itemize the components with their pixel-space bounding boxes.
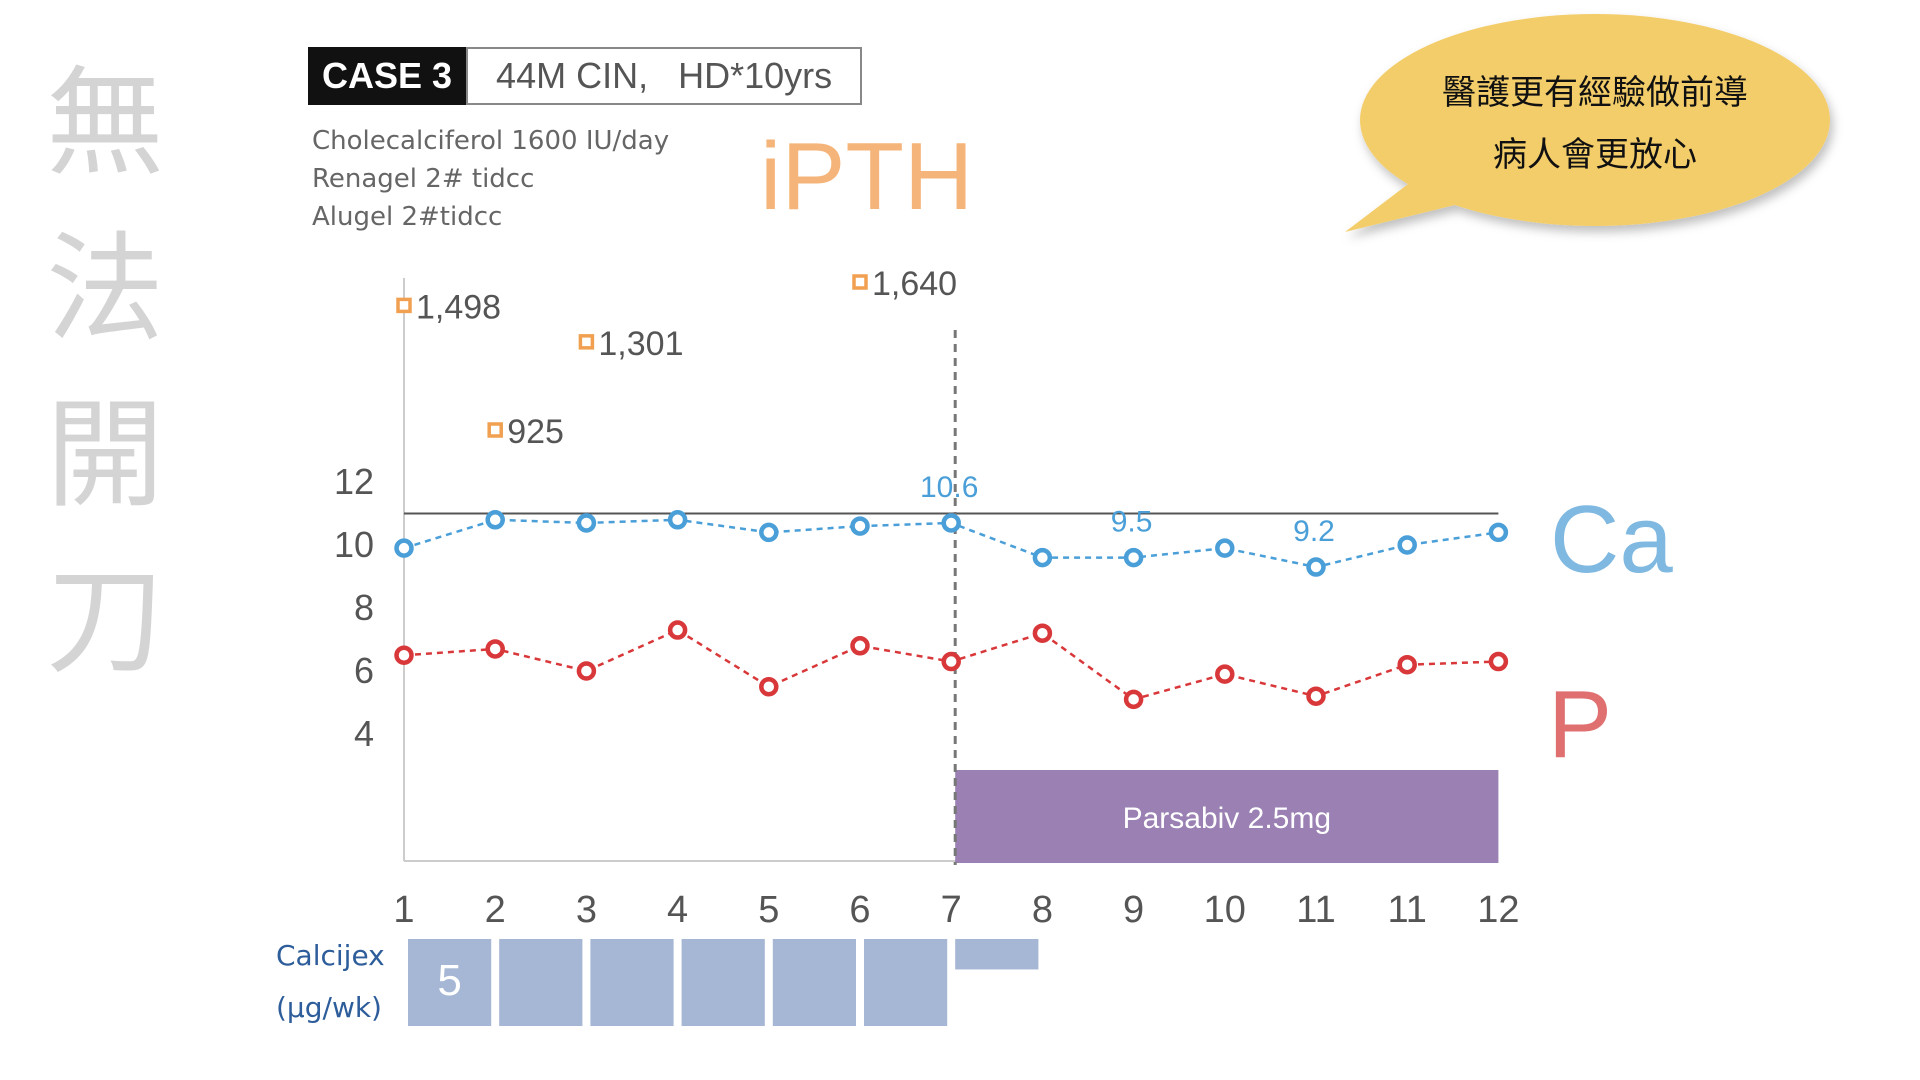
p-data-point [667, 620, 688, 640]
p-data-point [1488, 651, 1509, 672]
p-series-label: P [1548, 671, 1613, 778]
x-tick-label: 4 [667, 889, 688, 931]
y-tick-label: 12 [334, 461, 374, 502]
speech-bubble-line: 病人會更放心 [1493, 135, 1697, 175]
side-title-char: 法 [45, 220, 164, 358]
calcijex-bar [590, 939, 674, 1026]
ca-data-point [394, 538, 414, 558]
p-data-point [1215, 664, 1235, 684]
ca-data-point [941, 513, 961, 533]
calcijex-bar [772, 939, 856, 1026]
ca-data-point [667, 510, 688, 530]
calcijex-bar-label: 5 [437, 956, 461, 1005]
ipth-value-label: 1,301 [598, 325, 683, 363]
ca-data-point [1306, 557, 1326, 577]
y-tick-label: 10 [334, 524, 374, 565]
ipth-value-label: 925 [507, 413, 564, 451]
case-tag: CASE 3 44M CIN, HD*10yrs [308, 47, 863, 105]
x-tick-label: 8 [1032, 889, 1053, 931]
p-data-point [850, 636, 870, 656]
medication-item: Renagel 2# tidcc [312, 164, 535, 194]
x-tick-label: 3 [576, 889, 597, 931]
x-tick-label: 12 [1477, 889, 1519, 931]
y-tick-label: 6 [354, 650, 374, 691]
calcijex-bar [499, 939, 583, 1026]
case-label: CASE 3 [308, 47, 467, 105]
speech-bubble-text: 醫護更有經驗做前導 病人會更放心 [1385, 62, 1805, 186]
calcijex-bar [864, 939, 948, 1026]
y-tick-label: 8 [354, 587, 374, 628]
medication-item: Alugel 2#tidcc [312, 202, 503, 232]
medication-item: Cholecalciferol 1600 IU/day [312, 126, 670, 156]
ipth-marker [578, 334, 595, 350]
calcijex-bar [681, 939, 765, 1026]
p-data-point [1123, 689, 1144, 710]
ipth-title: iPTH [760, 123, 974, 230]
p-data-point [1032, 623, 1053, 643]
intervention-bar [955, 770, 1499, 863]
side-title-char: 無 [45, 54, 164, 192]
ca-data-point [1032, 547, 1053, 568]
x-tick-label: 6 [849, 889, 870, 931]
x-tick-label: 2 [485, 889, 506, 931]
calcijex-label-line: (µg/wk) [276, 991, 382, 1024]
ca-data-label: 9.5 [1111, 506, 1153, 539]
p-data-point [485, 639, 505, 659]
calcijex-label-line: Calcijex [276, 939, 385, 972]
side-title: 無 法 開 刀 [30, 40, 180, 704]
p-data-point [576, 661, 597, 681]
ca-data-label: 9.2 [1293, 515, 1335, 548]
x-tick-label: 11 [1387, 889, 1426, 931]
ca-data-point [759, 522, 779, 543]
x-tick-label: 9 [1123, 889, 1144, 931]
speech-bubble-line: 醫護更有經驗做前導 [1442, 73, 1748, 113]
ca-data-label: 10.6 [920, 471, 978, 504]
ca-data-point [1215, 538, 1235, 558]
ca-data-point [1488, 522, 1509, 543]
ipth-marker [852, 274, 868, 290]
ipth-marker [396, 297, 412, 314]
p-data-point [394, 645, 414, 665]
calcijex-bar [408, 939, 492, 1026]
speech-bubble-ellipse [1360, 14, 1830, 226]
medication-list: Cholecalciferol 1600 IU/day Renagel 2# t… [312, 122, 669, 236]
ca-series-label: Ca [1550, 486, 1673, 593]
side-title-char: 刀 [45, 552, 164, 690]
side-title-char: 開 [45, 386, 164, 524]
x-tick-label: 1 [393, 889, 414, 931]
speech-bubble [1345, 14, 1830, 232]
calcijex-bar [955, 939, 1039, 970]
ipth-value-label: 1,498 [416, 288, 501, 326]
ipth-marker [487, 422, 503, 438]
ca-data-point [1397, 535, 1417, 555]
ca-data-point [850, 516, 870, 536]
intervention-label: Parsabiv 2.5mg [1123, 802, 1331, 835]
p-data-point [1306, 686, 1326, 706]
ipth-value-label: 1,640 [872, 265, 957, 303]
p-data-point [1397, 654, 1417, 675]
ca-data-point [485, 510, 505, 530]
x-tick-label: 10 [1204, 889, 1246, 931]
y-tick-label: 4 [354, 713, 374, 754]
calcijex-label: Calcijex (µg/wk) [276, 930, 385, 1034]
case-description: 44M CIN, HD*10yrs [466, 47, 863, 105]
x-tick-label: 11 [1296, 889, 1335, 931]
x-tick-label: 5 [758, 889, 779, 931]
p-data-point [759, 677, 779, 697]
p-data-point [941, 651, 961, 672]
ca-data-point [576, 513, 597, 533]
x-tick-label: 7 [941, 889, 962, 931]
ca-data-point [1123, 547, 1144, 568]
